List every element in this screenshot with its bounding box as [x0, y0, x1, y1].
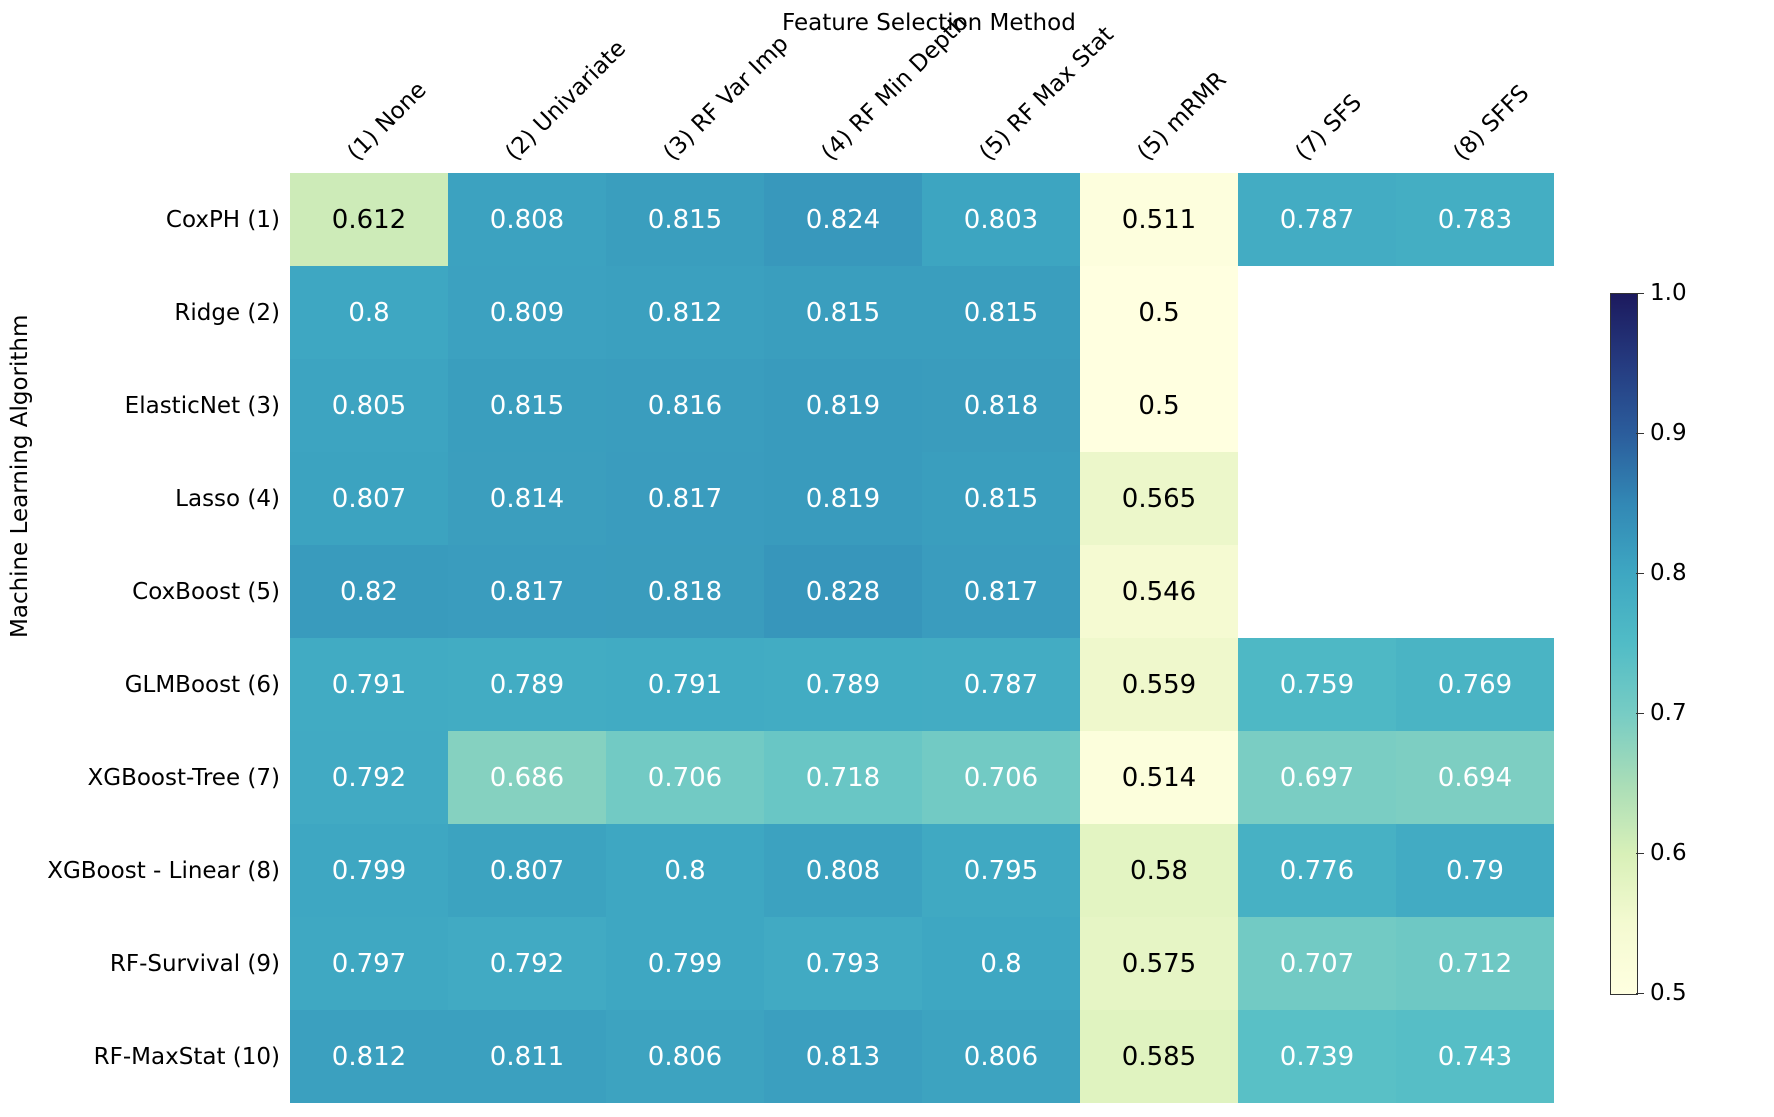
heatmap-cell: 0.815 — [922, 452, 1080, 545]
heatmap-cell: 0.799 — [290, 824, 448, 917]
row-label: GLMBoost (6) — [125, 672, 280, 698]
colorbar-tick-label: 0.8 — [1650, 560, 1687, 586]
heatmap-cell: 0.511 — [1080, 173, 1238, 266]
heatmap-cell: 0.813 — [764, 1010, 922, 1103]
row-label: XGBoost-Tree (7) — [87, 765, 280, 791]
colorbar-tick-label: 1.0 — [1650, 280, 1687, 306]
heatmap-cell: 0.546 — [1080, 545, 1238, 638]
colorbar-tick-mark — [1636, 293, 1644, 294]
heatmap-cell: 0.697 — [1238, 731, 1396, 824]
heatmap-cell: 0.686 — [448, 731, 606, 824]
colorbar-tick-mark — [1636, 713, 1644, 714]
heatmap-figure: Feature Selection Method Machine Learnin… — [0, 0, 1774, 1117]
heatmap-cell: 0.791 — [290, 638, 448, 731]
heatmap-cell: 0.789 — [448, 638, 606, 731]
heatmap-cell: 0.817 — [448, 545, 606, 638]
colorbar-tick-mark — [1636, 433, 1644, 434]
row-label: XGBoost - Linear (8) — [47, 858, 280, 884]
heatmap-cell: 0.743 — [1396, 1010, 1554, 1103]
heatmap-cell: 0.811 — [448, 1010, 606, 1103]
colorbar-tick-mark — [1636, 853, 1644, 854]
heatmap-cell: 0.808 — [448, 173, 606, 266]
heatmap-cell: 0.783 — [1396, 173, 1554, 266]
heatmap-cell: 0.787 — [922, 638, 1080, 731]
heatmap-cell: 0.79 — [1396, 824, 1554, 917]
heatmap-cell: 0.8 — [606, 824, 764, 917]
heatmap-cell: 0.789 — [764, 638, 922, 731]
colorbar-tick-label: 0.9 — [1650, 420, 1687, 446]
heatmap-cell: 0.787 — [1238, 173, 1396, 266]
heatmap-cell: 0.805 — [290, 359, 448, 452]
heatmap-cell: 0.793 — [764, 917, 922, 1010]
colorbar: 0.50.60.70.80.91.0 — [1610, 293, 1706, 993]
heatmap-cell: 0.792 — [290, 731, 448, 824]
heatmap-cell: 0.807 — [448, 824, 606, 917]
heatmap-cell: 0.5 — [1080, 359, 1238, 452]
heatmap-cell: 0.819 — [764, 359, 922, 452]
colorbar-tick-mark — [1636, 993, 1644, 994]
heatmap-cell: 0.565 — [1080, 452, 1238, 545]
row-label: CoxBoost (5) — [132, 579, 280, 605]
row-label: RF-MaxStat (10) — [94, 1044, 280, 1070]
heatmap-cell: 0.739 — [1238, 1010, 1396, 1103]
heatmap-cell: 0.8 — [290, 266, 448, 359]
heatmap-cell: 0.776 — [1238, 824, 1396, 917]
heatmap-cell: 0.5 — [1080, 266, 1238, 359]
heatmap-cell: 0.759 — [1238, 638, 1396, 731]
heatmap-cell: 0.797 — [290, 917, 448, 1010]
heatmap-cell: 0.812 — [606, 266, 764, 359]
colorbar-tick-mark — [1636, 573, 1644, 574]
heatmap-cell: 0.814 — [448, 452, 606, 545]
heatmap-cell: 0.819 — [764, 452, 922, 545]
heatmap-cell: 0.795 — [922, 824, 1080, 917]
colorbar-tick-label: 0.5 — [1650, 980, 1687, 1006]
heatmap-cell: 0.791 — [606, 638, 764, 731]
heatmap-cell: 0.792 — [448, 917, 606, 1010]
heatmap-cell: 0.694 — [1396, 731, 1554, 824]
heatmap-cell: 0.559 — [1080, 638, 1238, 731]
row-label: Lasso (4) — [175, 486, 280, 512]
heatmap-cell: 0.808 — [764, 824, 922, 917]
heatmap-cell: 0.815 — [764, 266, 922, 359]
heatmap-cell: 0.718 — [764, 731, 922, 824]
heatmap-cell: 0.706 — [922, 731, 1080, 824]
heatmap-cell: 0.799 — [606, 917, 764, 1010]
heatmap-cell: 0.769 — [1396, 638, 1554, 731]
heatmap-cell: 0.815 — [922, 266, 1080, 359]
heatmap-cell: 0.707 — [1238, 917, 1396, 1010]
heatmap-cell: 0.818 — [922, 359, 1080, 452]
row-label: Ridge (2) — [174, 300, 280, 326]
heatmap-cell: 0.806 — [922, 1010, 1080, 1103]
heatmap-cell: 0.815 — [606, 173, 764, 266]
heatmap-cell: 0.8 — [922, 917, 1080, 1010]
heatmap-cell: 0.82 — [290, 545, 448, 638]
heatmap-cell: 0.807 — [290, 452, 448, 545]
heatmap-cell: 0.809 — [448, 266, 606, 359]
heatmap-cell: 0.816 — [606, 359, 764, 452]
heatmap-cell: 0.828 — [764, 545, 922, 638]
colorbar-tick-label: 0.7 — [1650, 700, 1687, 726]
heatmap-cell: 0.817 — [606, 452, 764, 545]
heatmap-cell: 0.575 — [1080, 917, 1238, 1010]
row-label: CoxPH (1) — [166, 207, 280, 233]
row-label: ElasticNet (3) — [125, 393, 280, 419]
heatmap-cell: 0.806 — [606, 1010, 764, 1103]
colorbar-gradient — [1610, 293, 1638, 995]
heatmap-cell: 0.812 — [290, 1010, 448, 1103]
heatmap-cell: 0.706 — [606, 731, 764, 824]
heatmap-cell: 0.612 — [290, 173, 448, 266]
heatmap-cell: 0.824 — [764, 173, 922, 266]
heatmap-cell: 0.815 — [448, 359, 606, 452]
heatmap-cell: 0.514 — [1080, 731, 1238, 824]
colorbar-tick-label: 0.6 — [1650, 840, 1687, 866]
heatmap-cell: 0.818 — [606, 545, 764, 638]
heatmap-cell: 0.817 — [922, 545, 1080, 638]
heatmap-cell: 0.58 — [1080, 824, 1238, 917]
heatmap-cell: 0.712 — [1396, 917, 1554, 1010]
heatmap-cell: 0.803 — [922, 173, 1080, 266]
row-label: RF-Survival (9) — [110, 951, 280, 977]
heatmap-cell: 0.585 — [1080, 1010, 1238, 1103]
